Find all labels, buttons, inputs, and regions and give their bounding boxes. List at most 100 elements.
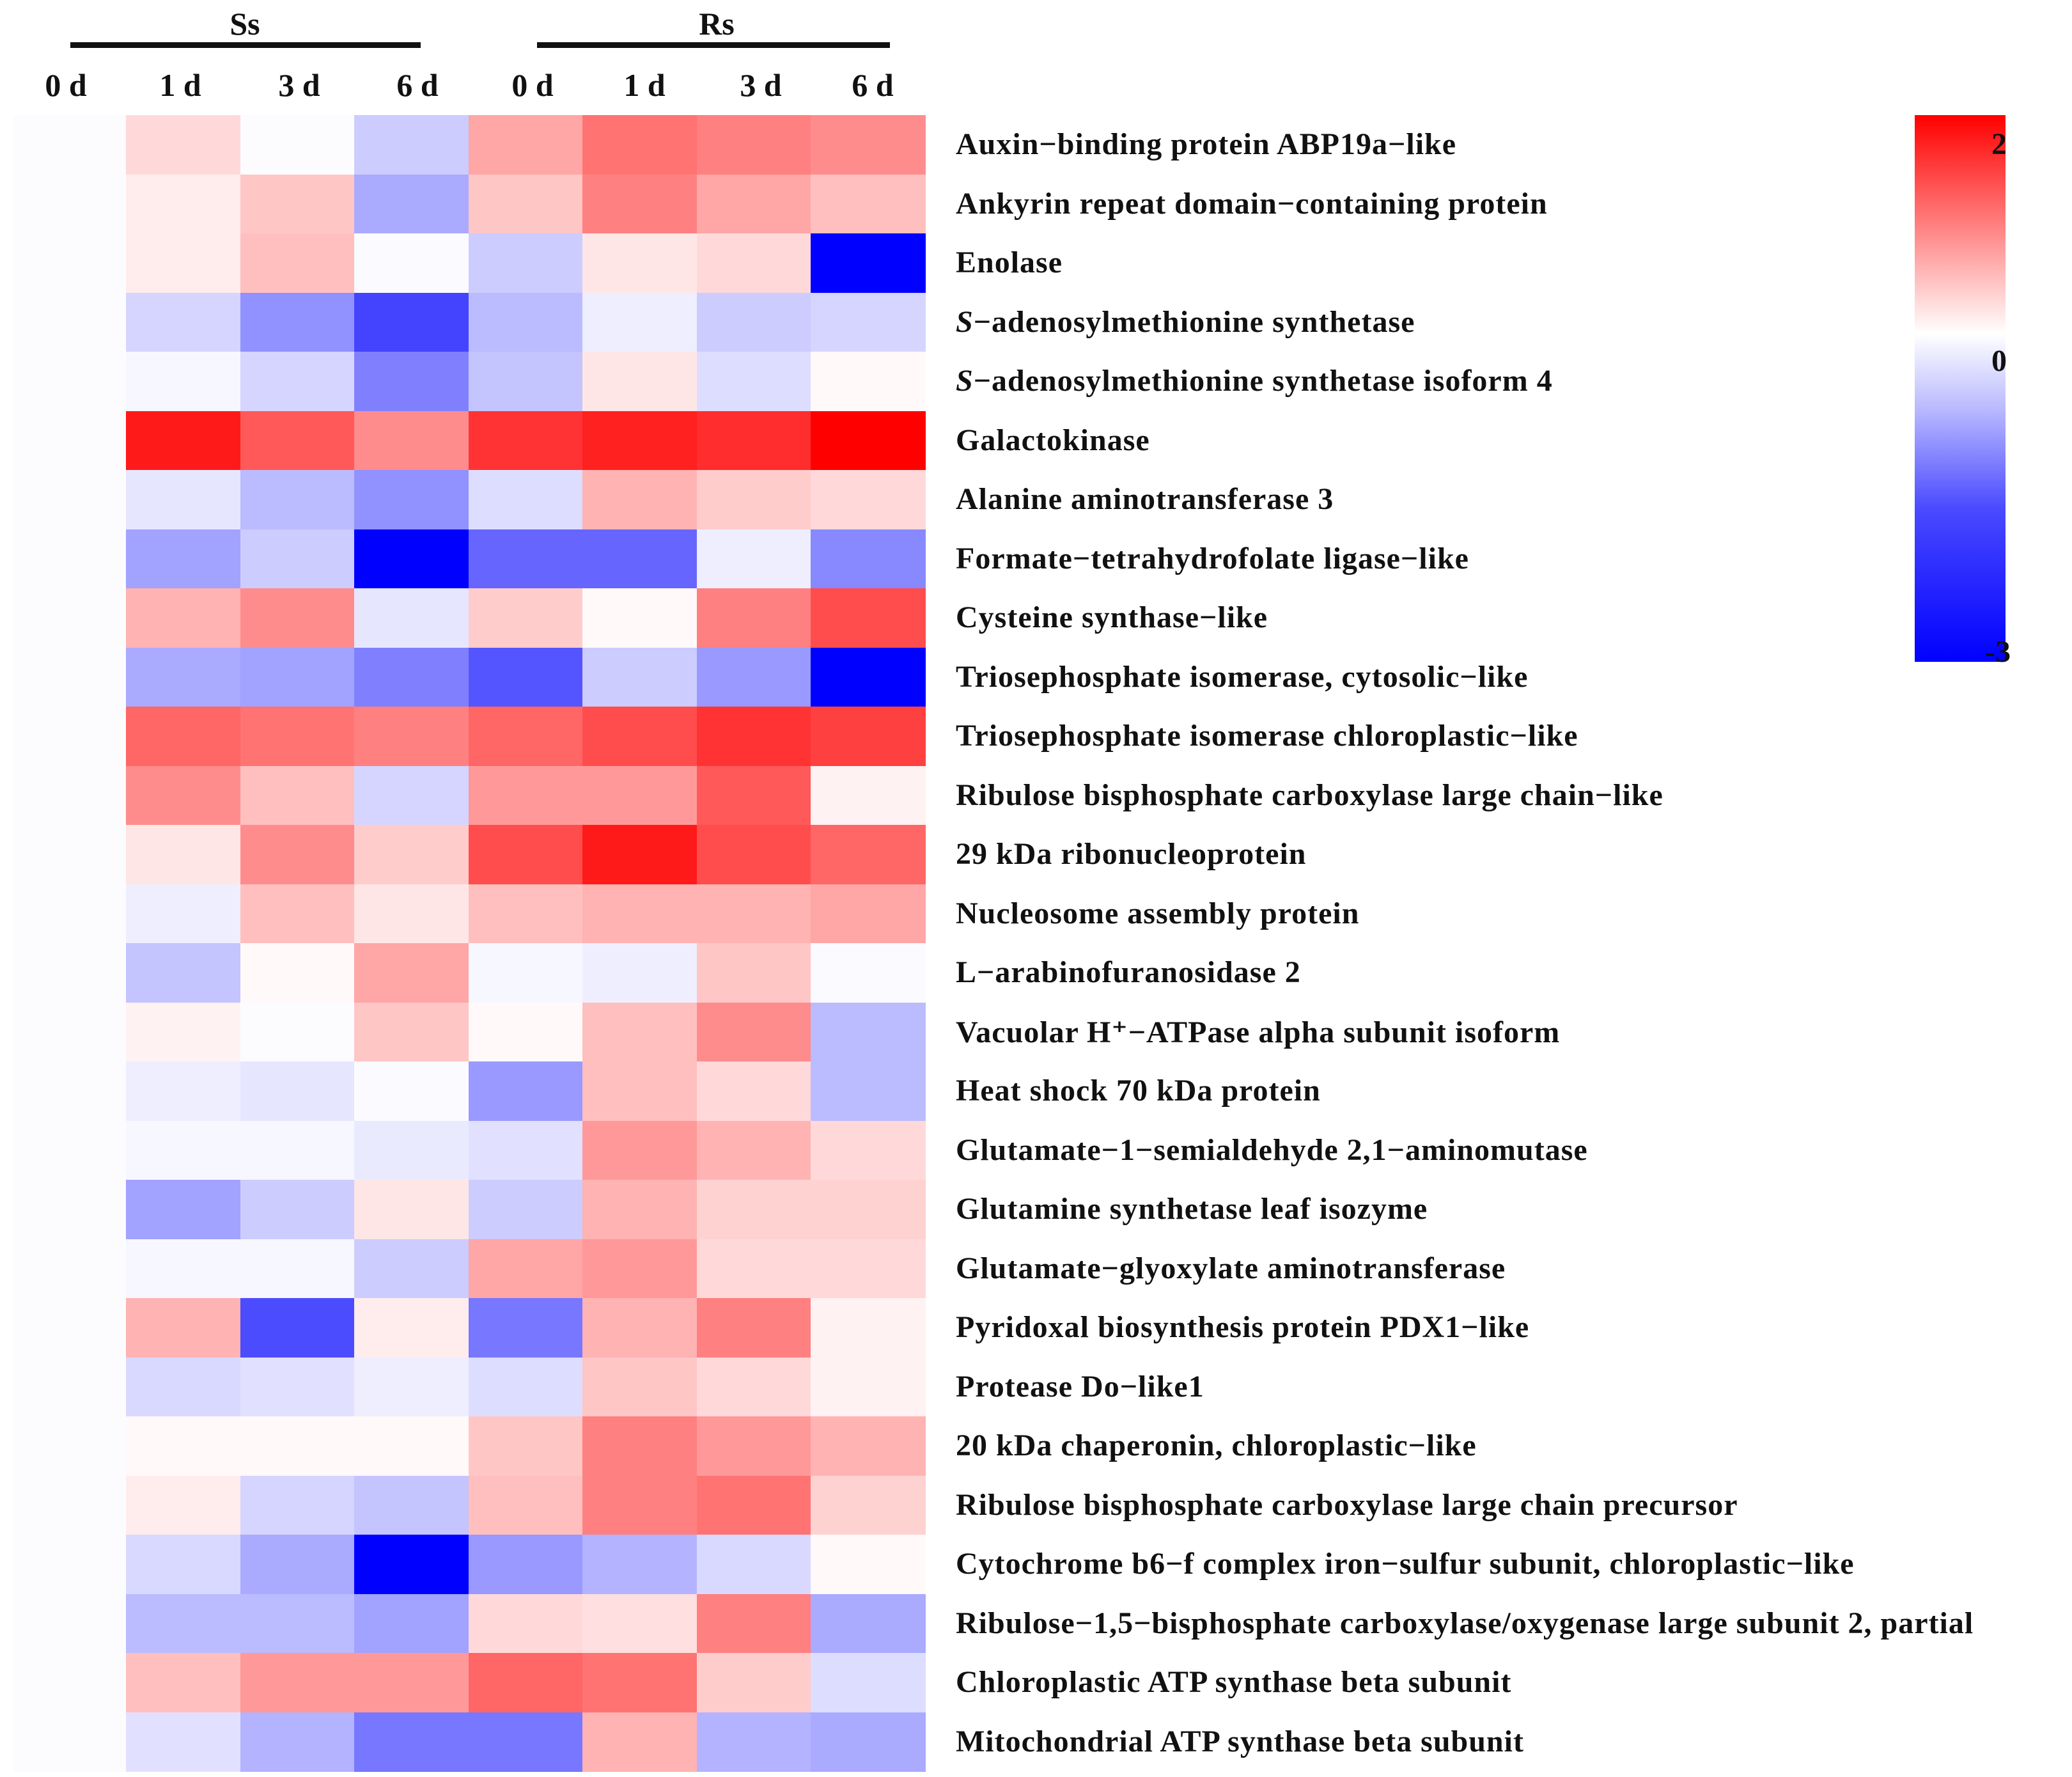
heatmap-cell xyxy=(240,1653,355,1713)
row-label: Pyridoxal biosynthesis protein PDX1−like xyxy=(956,1310,1530,1344)
heatmap-cell xyxy=(582,1475,697,1535)
heatmap-cell xyxy=(126,825,241,885)
heatmap-cell xyxy=(14,765,127,826)
heatmap-cell xyxy=(14,1712,127,1772)
heatmap-cell xyxy=(14,1239,127,1299)
heatmap-cell xyxy=(126,588,241,648)
heatmap-cell xyxy=(240,411,355,471)
heatmap-cell xyxy=(126,765,241,826)
heatmap-cell xyxy=(582,1535,697,1595)
heatmap-cell xyxy=(468,1002,583,1062)
heatmap-cell xyxy=(354,825,469,885)
row-label: Heat shock 70 kDa protein xyxy=(956,1074,1321,1108)
heatmap-cell xyxy=(354,1061,469,1122)
heatmap-cell xyxy=(811,1002,926,1062)
row-label: L−arabinofuranosidase 2 xyxy=(956,955,1301,989)
row-label: Triosephosphate isomerase, cytosolic−lik… xyxy=(956,659,1529,694)
heatmap-cell xyxy=(811,1239,926,1299)
heatmap-cell xyxy=(14,1002,127,1062)
heatmap-cell xyxy=(126,174,241,234)
heatmap-cell xyxy=(582,529,697,589)
heatmap-cell xyxy=(468,292,583,352)
heatmap-cell xyxy=(811,1357,926,1417)
heatmap-cell xyxy=(696,1475,811,1535)
heatmap-cell xyxy=(126,1475,241,1535)
heatmap-cell xyxy=(126,1120,241,1180)
heatmap-cell xyxy=(468,1239,583,1299)
heatmap-cell xyxy=(240,588,355,648)
heatmap-cell xyxy=(14,352,127,412)
heatmap-cell xyxy=(811,647,926,707)
heatmap-cell xyxy=(582,1298,697,1358)
row-label: S−adenosylmethionine synthetase xyxy=(956,304,1415,339)
heatmap-cell xyxy=(811,1712,926,1772)
heatmap-cell xyxy=(468,884,583,944)
heatmap-cell xyxy=(14,825,127,885)
row-label: Protease Do−like1 xyxy=(956,1369,1204,1404)
heatmap-cell xyxy=(14,588,127,648)
heatmap-cell xyxy=(240,352,355,412)
heatmap-cell xyxy=(582,1239,697,1299)
heatmap-cell xyxy=(354,233,469,294)
heatmap-cell xyxy=(696,765,811,826)
heatmap-cell xyxy=(696,411,811,471)
col-label-ss-1d: 1 d xyxy=(159,67,201,103)
heatmap-cell xyxy=(811,588,926,648)
heatmap-cell xyxy=(14,1535,127,1595)
heatmap-cell xyxy=(240,1357,355,1417)
row-label: Galactokinase xyxy=(956,423,1150,457)
heatmap-cell xyxy=(240,943,355,1003)
heatmap-cell xyxy=(126,647,241,707)
heatmap-cell xyxy=(468,1535,583,1595)
heatmap-cell xyxy=(14,1357,127,1417)
heatmap-cell xyxy=(811,233,926,294)
heatmap-cell xyxy=(811,292,926,352)
row-label: Glutamine synthetase leaf isozyme xyxy=(956,1192,1428,1226)
heatmap-cell xyxy=(468,1298,583,1358)
row-label: Glutamate−glyoxylate aminotransferase xyxy=(956,1251,1506,1285)
heatmap-cell xyxy=(240,1120,355,1180)
row-label: Triosephosphate isomerase chloroplastic−… xyxy=(956,719,1578,753)
heatmap-cell xyxy=(354,115,469,175)
heatmap-cell xyxy=(582,707,697,767)
colorbar-tick-zero: 0 xyxy=(1991,344,2007,378)
heatmap-cell xyxy=(14,884,127,944)
heatmap-cell xyxy=(582,943,697,1003)
heatmap-cell xyxy=(14,1180,127,1240)
heatmap-cell xyxy=(14,1653,127,1713)
col-label-ss-3d: 3 d xyxy=(278,67,320,103)
heatmap-cell xyxy=(582,884,697,944)
heatmap-cell xyxy=(696,1180,811,1240)
heatmap-cell xyxy=(354,1535,469,1595)
col-label-ss-6d: 6 d xyxy=(396,67,439,103)
heatmap-cell xyxy=(354,470,469,530)
group-label-ss: Ss xyxy=(230,6,260,42)
colorbar-tick-min: -3 xyxy=(1985,635,2011,669)
heatmap-cell xyxy=(811,1416,926,1476)
heatmap-cell xyxy=(696,529,811,589)
heatmap-cell xyxy=(696,233,811,294)
colorbar xyxy=(1915,115,2006,662)
row-label: Cysteine synthase−like xyxy=(956,600,1268,634)
row-label: Glutamate−1−semialdehyde 2,1−aminomutase xyxy=(956,1132,1588,1167)
col-label-rs-6d: 6 d xyxy=(852,67,894,103)
heatmap-cell xyxy=(811,1535,926,1595)
row-label: Vacuolar H⁺−ATPase alpha subunit isoform xyxy=(956,1015,1561,1049)
row-label: 20 kDa chaperonin, chloroplastic−like xyxy=(956,1429,1477,1462)
heatmap-cell xyxy=(696,884,811,944)
heatmap-cell xyxy=(468,529,583,589)
heatmap-cell xyxy=(126,1535,241,1595)
heatmap-cell xyxy=(582,115,697,175)
heatmap-cell xyxy=(696,647,811,707)
heatmap-cell xyxy=(354,588,469,648)
heatmap-cell xyxy=(811,707,926,767)
heatmap-cell xyxy=(126,943,241,1003)
heatmap-cell xyxy=(126,1061,241,1122)
heatmap-cell xyxy=(468,470,583,530)
heatmap-cell xyxy=(126,1239,241,1299)
heatmap-cell xyxy=(811,884,926,944)
heatmap-cell xyxy=(126,1416,241,1476)
row-label: Chloroplastic ATP synthase beta subunit xyxy=(956,1665,1512,1699)
heatmap-cell xyxy=(696,1416,811,1476)
heatmap-cell xyxy=(354,292,469,352)
